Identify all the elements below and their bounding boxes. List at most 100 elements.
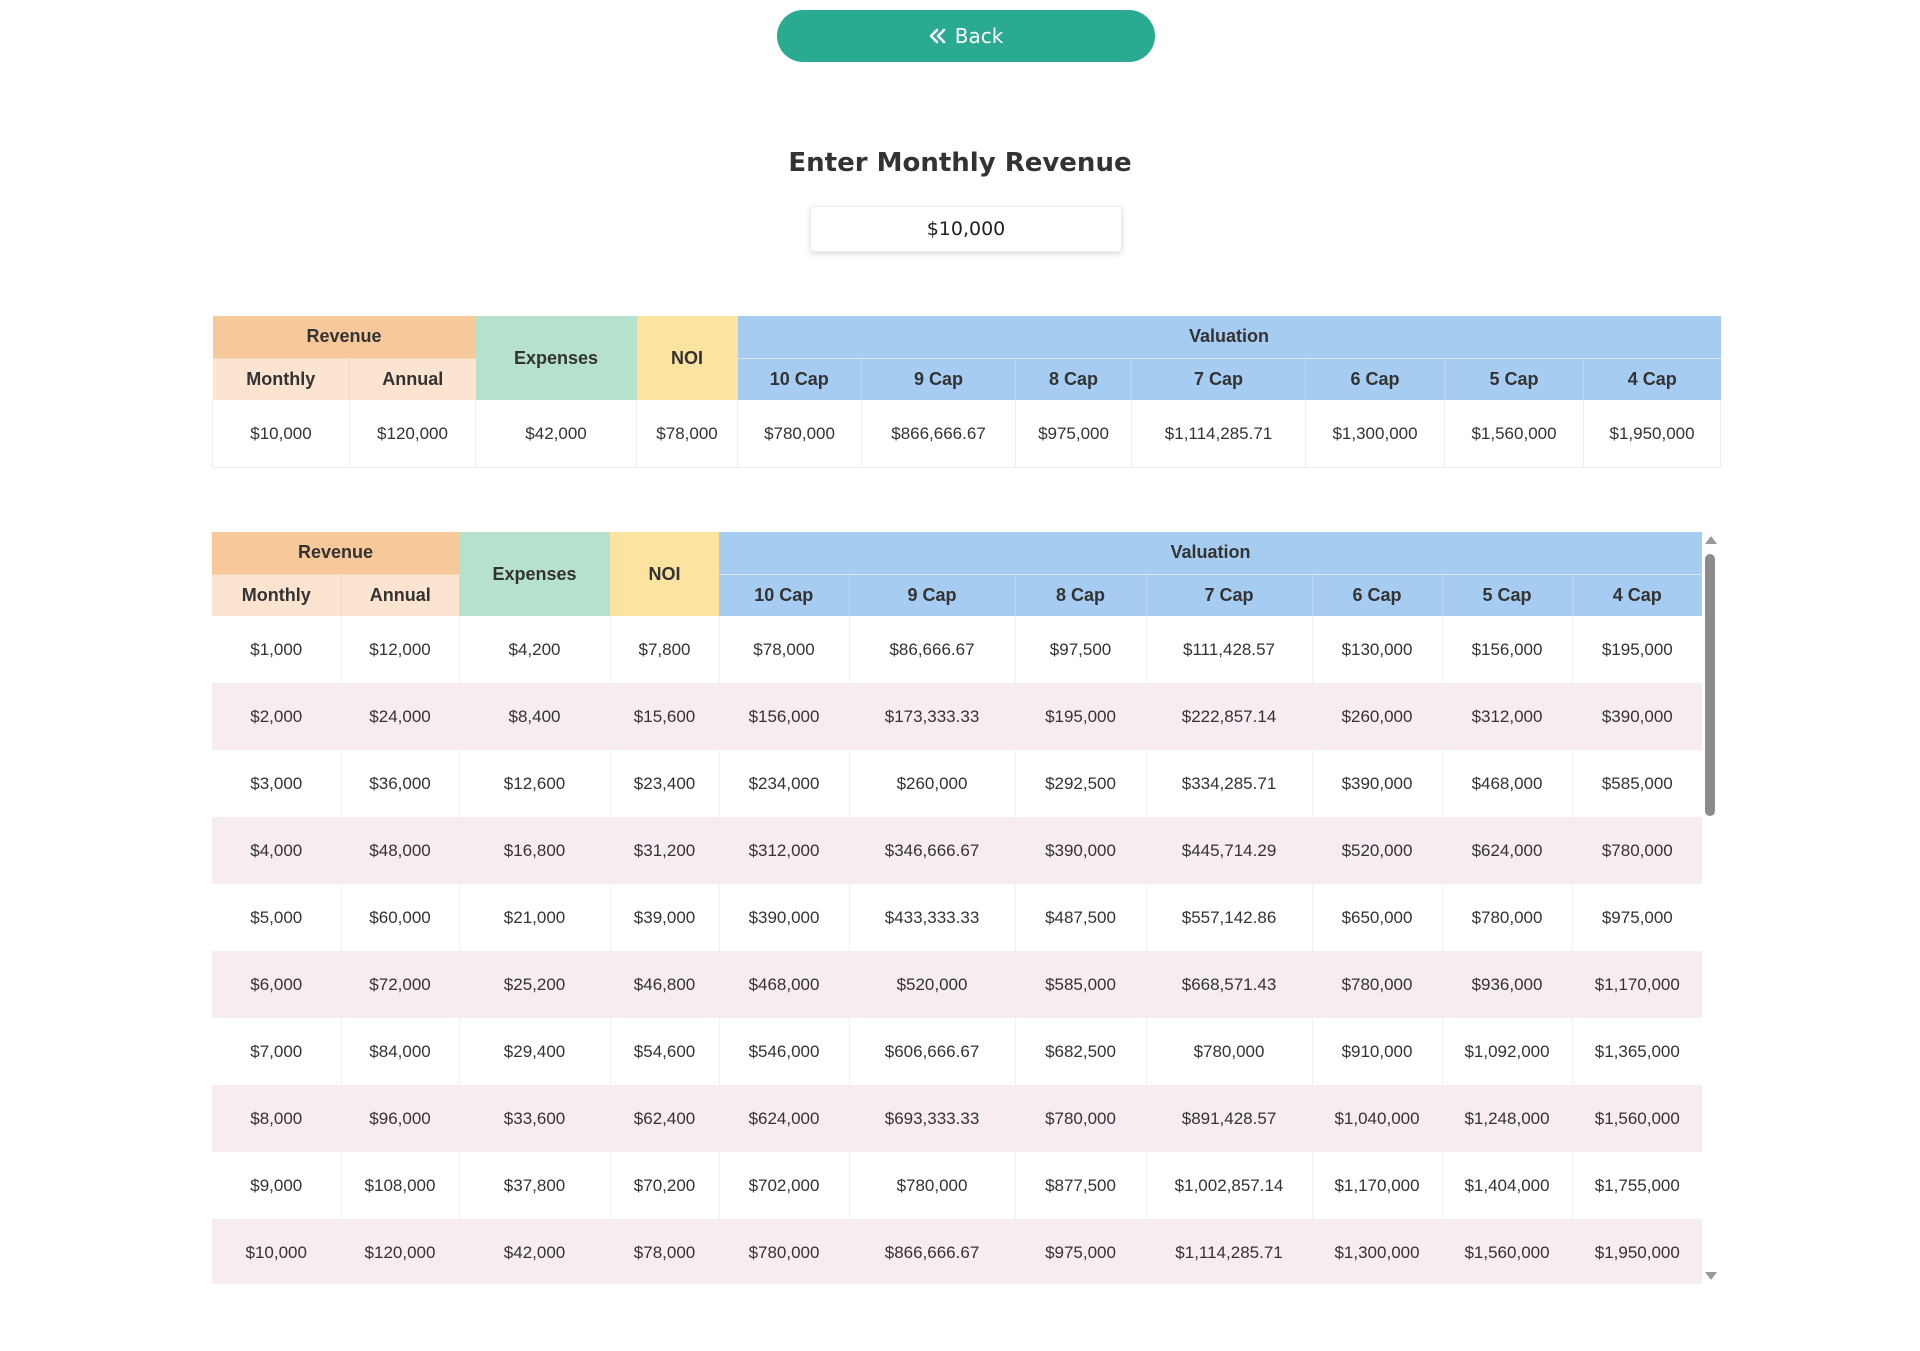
back-button[interactable]: Back — [777, 10, 1155, 62]
summary-cell: $1,560,000 — [1444, 400, 1584, 468]
table-cell: $1,040,000 — [1311, 1085, 1443, 1152]
table-cell: $42,000 — [458, 1219, 611, 1284]
cap-header: 10 Cap — [737, 358, 862, 400]
table-cell: $1,365,000 — [1571, 1018, 1703, 1085]
cap-header: 6 Cap — [1311, 574, 1443, 616]
table-cell: $62,400 — [609, 1085, 720, 1152]
table-cell: $97,500 — [1014, 616, 1147, 683]
table-row: $9,000 $108,000 $37,800 $70,200 $702,000 $780… — [212, 1152, 1703, 1219]
table-cell: $156,000 — [1441, 616, 1573, 683]
table-cell: $650,000 — [1311, 884, 1443, 951]
table-cell: $780,000 — [718, 1219, 850, 1284]
cap-header: 9 Cap — [848, 574, 1016, 616]
summary-cell: $1,950,000 — [1583, 400, 1722, 468]
cap-header: 7 Cap — [1131, 358, 1306, 400]
table-cell: $7,000 — [250, 1041, 303, 1061]
vertical-scrollbar[interactable] — [1702, 532, 1718, 1284]
table-cell: $1,002,857.14 — [1145, 1152, 1313, 1219]
table-cell: $222,857.14 — [1145, 683, 1313, 750]
table-cell: $346,666.67 — [848, 817, 1016, 884]
table-cell: $4,200 — [458, 616, 611, 683]
table-cell: $1,170,000 — [1571, 951, 1703, 1018]
monthly-revenue-input[interactable] — [810, 206, 1122, 252]
page-title: Enter Monthly Revenue — [788, 148, 1132, 178]
table-cell: $520,000 — [1311, 817, 1443, 884]
table-cell: $668,571.43 — [1145, 951, 1313, 1018]
table-cell: $866,666.67 — [848, 1219, 1016, 1284]
table-cell: $390,000 — [1311, 750, 1443, 817]
table-cell: $1,950,000 — [1571, 1219, 1703, 1284]
table-cell: $312,000 — [1441, 683, 1573, 750]
table-cell: $468,000 — [718, 951, 850, 1018]
table-cell: $16,800 — [458, 817, 611, 884]
summary-cell: $975,000 — [1015, 400, 1132, 468]
scroll-up-arrow-icon[interactable] — [1705, 536, 1717, 544]
table-cell: $312,000 — [718, 817, 850, 884]
table-cell: $96,000 — [340, 1085, 460, 1152]
cap-header: 5 Cap — [1444, 358, 1584, 400]
table-cell: $585,000 — [1571, 750, 1703, 817]
noi-header: NOI — [636, 316, 738, 400]
revenue-header: Revenue — [212, 316, 476, 359]
table-cell: $21,000 — [458, 884, 611, 951]
annual-header: Annual — [349, 358, 476, 400]
table-cell: $260,000 — [1311, 683, 1443, 750]
table-row: $4,000 $48,000 $16,800 $31,200 $312,000 $346,… — [212, 817, 1703, 884]
table-cell: $3,000 — [250, 773, 303, 793]
table-cell: $29,400 — [458, 1018, 611, 1085]
table-cell: $54,600 — [609, 1018, 720, 1085]
table-cell: $487,500 — [1014, 884, 1147, 951]
table-cell: $8,000 — [250, 1108, 303, 1128]
table-cell: $86,666.67 — [848, 616, 1016, 683]
table-cell: $31,200 — [609, 817, 720, 884]
scrollbar-thumb[interactable] — [1705, 554, 1715, 816]
table-cell: $390,000 — [718, 884, 850, 951]
table-cell: $46,800 — [609, 951, 720, 1018]
noi-header: NOI — [610, 532, 720, 616]
summary-cell: $866,666.67 — [861, 400, 1016, 468]
scroll-down-arrow-icon[interactable] — [1705, 1272, 1717, 1280]
table-cell: $9,000 — [250, 1175, 303, 1195]
table-cell: $1,300,000 — [1311, 1219, 1443, 1284]
table-cell: $6,000 — [250, 974, 303, 994]
table-cell: $780,000 — [848, 1152, 1016, 1219]
cap-header: 4 Cap — [1583, 358, 1721, 400]
summary-cell: $78,000 — [636, 400, 738, 468]
summary-cell: $1,114,285.71 — [1131, 400, 1306, 468]
table-cell: $606,666.67 — [848, 1018, 1016, 1085]
expenses-header: Expenses — [475, 316, 637, 400]
table-cell: $390,000 — [1014, 817, 1147, 884]
cap-header: 6 Cap — [1305, 358, 1445, 400]
summary-cell: $120,000 — [348, 400, 476, 468]
summary-cell: $1,300,000 — [1305, 400, 1445, 468]
table-row: $3,000 $36,000 $12,600 $23,400 $234,000 $260,… — [212, 750, 1703, 817]
table-cell: $260,000 — [848, 750, 1016, 817]
table-cell: $1,114,285.71 — [1145, 1219, 1313, 1284]
table-cell: $15,600 — [609, 683, 720, 750]
table-cell: $12,600 — [458, 750, 611, 817]
table-cell: $557,142.86 — [1145, 884, 1313, 951]
table-cell: $130,000 — [1311, 616, 1443, 683]
table-cell: $975,000 — [1014, 1219, 1147, 1284]
table-cell: $72,000 — [340, 951, 460, 1018]
table-cell: $682,500 — [1014, 1018, 1147, 1085]
table-cell: $234,000 — [718, 750, 850, 817]
table-cell: $1,092,000 — [1441, 1018, 1573, 1085]
table-row: $6,000 $72,000 $25,200 $46,800 $468,000 $520,… — [212, 951, 1703, 1018]
table-cell: $70,200 — [609, 1152, 720, 1219]
cap-header: 7 Cap — [1145, 574, 1313, 616]
table-cell: $24,000 — [340, 683, 460, 750]
table-cell: $195,000 — [1014, 683, 1147, 750]
table-cell: $36,000 — [340, 750, 460, 817]
table-cell: $891,428.57 — [1145, 1085, 1313, 1152]
revenue-table: Revenue Expenses NOI Valuation Monthly A… — [212, 532, 1703, 1284]
summary-cell: $780,000 — [737, 400, 862, 468]
table-cell: $23,400 — [609, 750, 720, 817]
table-cell: $195,000 — [1571, 616, 1703, 683]
table-cell: $624,000 — [718, 1085, 850, 1152]
valuation-header: Valuation — [737, 316, 1721, 359]
cap-header: 10 Cap — [719, 574, 850, 616]
revenue-table-scroll-area[interactable]: Revenue Expenses NOI Valuation Monthly A… — [212, 532, 1718, 1284]
cap-header: 5 Cap — [1441, 574, 1573, 616]
table-cell: $910,000 — [1311, 1018, 1443, 1085]
